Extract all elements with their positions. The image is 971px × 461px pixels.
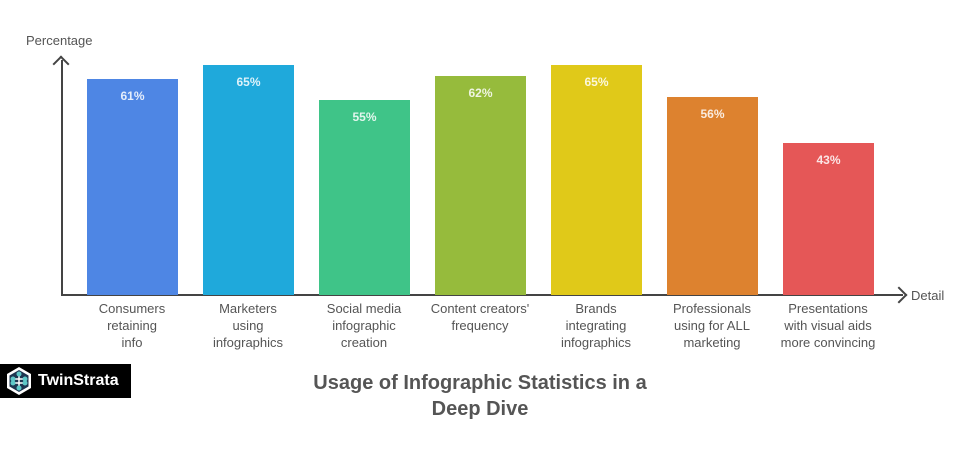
bar: 65% [203, 65, 294, 295]
bar-value-label: 43% [816, 153, 841, 167]
category-label: Marketers using infographics [212, 301, 284, 350]
x-axis-arrow-icon [890, 286, 908, 304]
bar: 55% [319, 100, 410, 295]
logo-text: TwinStrata [38, 372, 119, 389]
bar: 43% [783, 143, 874, 295]
title-line-1: Usage of Infographic Statistics in a [313, 372, 647, 394]
bar: 61% [87, 79, 178, 295]
category-label: Content creators' frequency [430, 301, 530, 333]
bar-value-label: 61% [120, 89, 145, 103]
bar-value-label: 55% [352, 110, 377, 124]
bar-value-label: 65% [584, 75, 609, 89]
category-label: Brands integrating infographics [560, 301, 632, 350]
logo: TwinStrata [0, 364, 131, 398]
title-line-2: Deep Dive [431, 398, 529, 420]
network-hexagon-icon [7, 367, 31, 395]
bar-value-label: 56% [700, 107, 725, 121]
bar: 62% [435, 76, 526, 295]
chart-title: Usage of Infographic Statistics in a Dee… [240, 370, 720, 422]
y-axis [61, 60, 63, 296]
y-axis-label: Percentage [26, 33, 93, 48]
category-label: Social media infographic creation [326, 301, 402, 350]
category-label: Consumers retaining info [98, 301, 166, 350]
y-axis-arrow-icon [52, 55, 70, 73]
bar: 65% [551, 65, 642, 295]
bar-value-label: 65% [236, 75, 261, 89]
bar: 56% [667, 97, 758, 295]
x-axis-label: Detail [911, 288, 945, 303]
category-label: Presentations with visual aids more conv… [780, 301, 876, 350]
category-label: Professionals using for ALL marketing [672, 301, 752, 350]
x-axis [61, 294, 903, 296]
bar-value-label: 62% [468, 86, 493, 100]
